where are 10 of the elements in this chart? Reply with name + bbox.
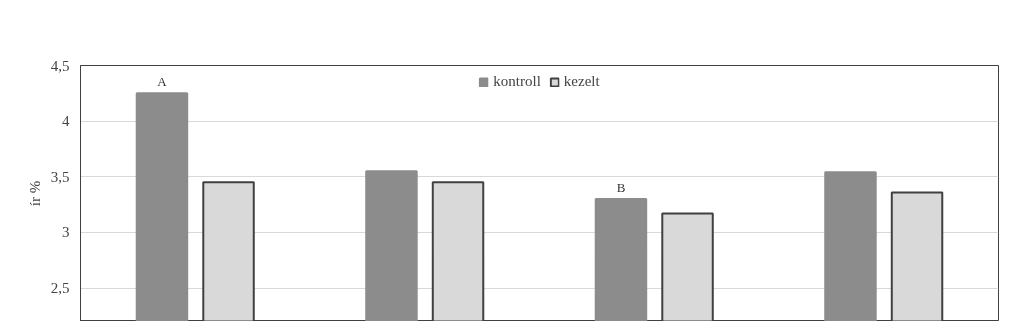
data-label: A <box>157 74 168 90</box>
y-axis-title: ír % <box>26 180 43 207</box>
y-tick-label: 3,5 <box>50 168 70 185</box>
legend-label: kezelt <box>563 73 600 90</box>
legend-label: kontroll <box>493 73 541 90</box>
y-tick-label: 3 <box>62 224 70 241</box>
data-label: B <box>616 180 626 196</box>
y-tick-label: 4,5 <box>50 57 70 74</box>
y-tick-label: 4 <box>62 113 70 130</box>
y-tick-label: 2,5 <box>50 280 70 297</box>
